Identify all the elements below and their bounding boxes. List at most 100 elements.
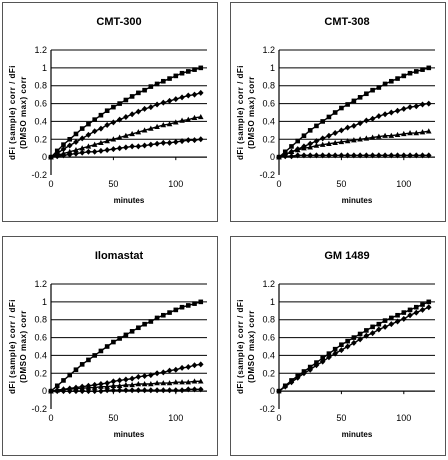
data-point-diamond [197, 89, 204, 96]
y-axis-label: (DMSO max) corr [19, 310, 28, 383]
data-point-triangle [66, 148, 73, 154]
data-point-triangle [326, 140, 332, 146]
y-tick-label: 0.2 [34, 134, 47, 144]
data-point-diamond [173, 366, 179, 373]
data-point-square [154, 315, 160, 321]
data-point-square [111, 339, 116, 345]
data-point-square [54, 383, 60, 389]
data-point-diamond [160, 139, 167, 146]
data-point-square [148, 319, 154, 324]
data-point-triangle [129, 130, 135, 137]
data-point-diamond [344, 343, 351, 350]
data-point-diamond [166, 97, 173, 104]
chart-panel-gm-1489: GM 1489 -0.2 0 0.2 0.4 0.6 0.8 1 1.2 0 50 100 minute… [230, 236, 446, 456]
series-1 [276, 299, 432, 394]
x-axis-label: minutes [114, 430, 145, 439]
data-point-diamond [363, 152, 370, 159]
data-point-diamond [154, 140, 160, 147]
data-point-triangle [116, 134, 123, 140]
data-point-square [161, 312, 166, 318]
data-point-square [67, 372, 73, 378]
x-tick-label: 0 [276, 413, 281, 423]
data-point-square [376, 85, 382, 90]
data-point-square [364, 328, 369, 333]
data-point-diamond [91, 148, 98, 155]
data-point-square [420, 67, 425, 72]
data-point-triangle [179, 117, 185, 123]
data-point-square [92, 353, 97, 358]
data-point-diamond [351, 122, 357, 129]
data-point-diamond [351, 152, 357, 159]
data-point-square [73, 367, 79, 373]
data-point-diamond [104, 387, 110, 394]
data-point-square [123, 97, 129, 103]
data-point-diamond [160, 387, 167, 394]
data-point-diamond [141, 387, 148, 394]
data-point-diamond [388, 109, 395, 116]
y-tick-label: 0.6 [262, 99, 275, 109]
data-point-triangle [123, 381, 129, 388]
data-point-diamond [129, 375, 135, 382]
data-point-square [382, 81, 388, 87]
data-point-diamond [407, 312, 413, 319]
data-point-diamond [191, 137, 198, 144]
data-point-triangle [98, 383, 104, 389]
data-point-diamond [110, 387, 117, 394]
y-tick-label: 0.6 [34, 99, 47, 109]
data-point-square [289, 144, 294, 149]
data-point-diamond [313, 362, 320, 369]
data-point-square [167, 76, 172, 81]
data-point-diamond [388, 152, 395, 159]
data-point-diamond [288, 379, 295, 386]
data-point-triangle [73, 147, 79, 153]
data-point-diamond [60, 152, 67, 159]
chart-svg: CMT-308-0.200.20.40.60.811.20 50 100minute… [236, 16, 435, 205]
data-point-diamond [110, 146, 117, 153]
data-point-square [136, 90, 141, 96]
data-point-diamond [376, 326, 382, 333]
y-axis-label: (DMSO max) corr [247, 310, 256, 383]
data-point-square [320, 119, 325, 124]
x-axis-label: minutes [342, 196, 373, 205]
data-point-square [382, 318, 388, 323]
data-point-square [339, 342, 344, 348]
data-point-diamond [173, 96, 179, 103]
data-point-triangle [160, 122, 167, 128]
data-point-diamond [166, 139, 173, 146]
x-tick-label: 50 [336, 179, 346, 189]
data-point-diamond [73, 388, 79, 395]
data-point-square [185, 303, 191, 308]
data-point-diamond [369, 115, 376, 122]
data-point-diamond [369, 152, 376, 159]
data-point-diamond [357, 152, 363, 159]
data-point-triangle [191, 378, 198, 384]
data-point-diamond [60, 388, 67, 395]
data-point-square [123, 332, 129, 338]
chart-panel-cmt-300: CMT-300 -0.2 0 0.2 0.4 0.6 0.8 1 1.2 0 50 100 minute… [2, 2, 218, 222]
series-1 [276, 65, 432, 160]
data-point-diamond [401, 315, 407, 322]
data-point-diamond [344, 124, 351, 131]
y-tick-label: 1 [42, 297, 47, 307]
data-point-diamond [319, 152, 326, 159]
data-point-triangle [388, 132, 395, 138]
data-point-triangle [394, 131, 401, 138]
y-tick-label: 0.8 [34, 81, 47, 91]
data-point-diamond [294, 152, 301, 159]
y-tick-label: -0.2 [31, 170, 47, 180]
data-point-diamond [197, 361, 204, 368]
data-point-triangle [185, 116, 192, 122]
y-tick-label: 0.2 [262, 134, 275, 144]
data-point-diamond [394, 318, 401, 325]
data-point-diamond [413, 103, 420, 110]
data-point-diamond [394, 152, 401, 159]
data-point-diamond [376, 152, 382, 159]
data-point-triangle [129, 381, 135, 388]
data-point-diamond [185, 386, 192, 393]
data-point-diamond [98, 388, 104, 395]
data-point-diamond [425, 100, 432, 107]
data-point-square [86, 121, 91, 127]
data-point-square [61, 378, 66, 383]
data-point-diamond [197, 136, 204, 143]
chart-svg: GM 1489-0.200.20.40.60.811.20 50 100minute… [236, 250, 435, 439]
